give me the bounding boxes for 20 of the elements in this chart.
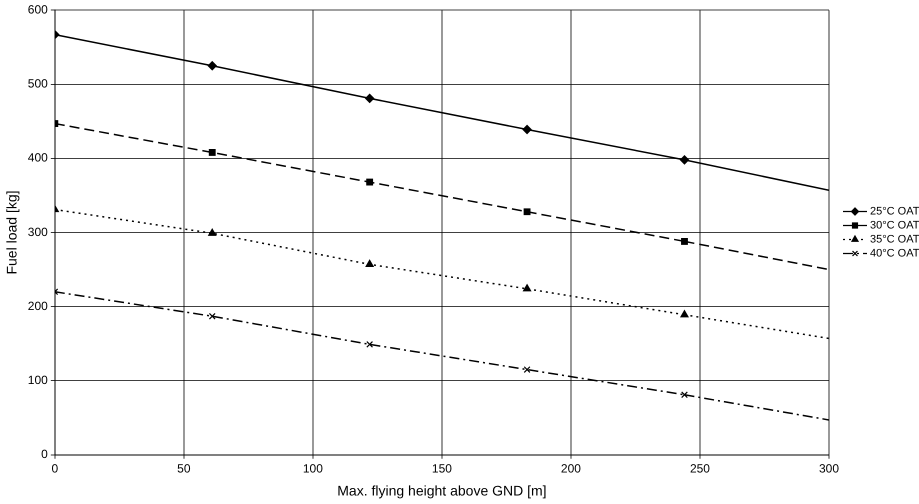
x-tick-label: 250 (690, 461, 710, 476)
y-tick-label: 0 (41, 447, 48, 462)
legend-label: 35°C OAT (870, 234, 919, 246)
y-tick-label: 400 (28, 150, 48, 165)
y-tick-label: 300 (28, 224, 48, 239)
x-tick-label: 0 (51, 461, 58, 476)
y-tick-label: 200 (28, 298, 48, 313)
y-tick-label: 100 (28, 373, 48, 388)
legend-label: 25°C OAT (870, 206, 919, 218)
y-tick-label: 500 (28, 76, 48, 91)
legend-label: 30°C OAT (870, 220, 919, 232)
x-tick-label: 200 (560, 461, 582, 476)
legend-label: 40°C OAT (870, 248, 919, 260)
x-tick-label: 100 (302, 461, 324, 476)
y-axis-title: Fuel load [kg] (3, 190, 20, 275)
x-tick-label: 50 (177, 461, 191, 476)
y-tick-label: 600 (28, 2, 48, 17)
x-tick-label: 150 (432, 461, 452, 476)
x-tick-label: 300 (818, 461, 840, 476)
x-axis-title: Max. flying height above GND [m] (337, 482, 547, 498)
